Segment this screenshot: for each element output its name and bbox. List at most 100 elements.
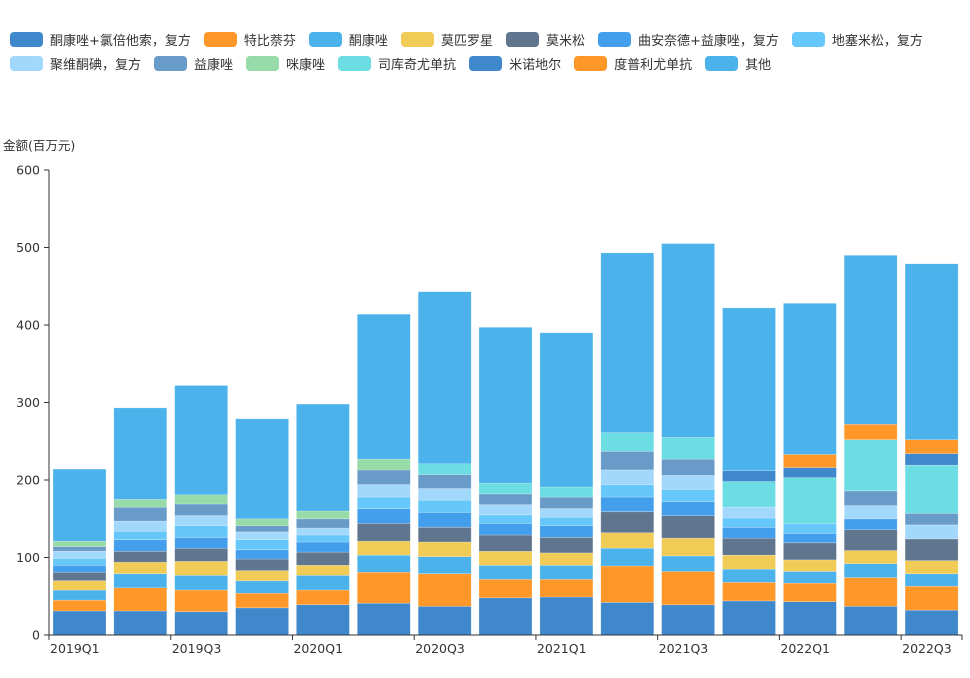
bar-segment[interactable] <box>478 564 533 580</box>
bar-segment[interactable] <box>356 554 411 573</box>
bar-segment[interactable] <box>843 505 898 520</box>
bar-segment[interactable] <box>417 474 472 489</box>
bar-segment[interactable] <box>417 605 472 636</box>
bar-segment[interactable] <box>722 307 776 471</box>
bar-segment[interactable] <box>722 506 776 519</box>
legend-item[interactable]: 莫米松 <box>505 31 585 49</box>
bar-segment[interactable] <box>296 527 350 536</box>
bar-segment[interactable] <box>904 512 959 526</box>
bar-segment[interactable] <box>52 550 107 559</box>
bar-segment[interactable] <box>113 520 168 532</box>
bar-segment[interactable] <box>904 464 959 514</box>
legend-item[interactable]: 咪康唑 <box>246 55 325 73</box>
bar-segment[interactable] <box>296 551 350 566</box>
bar-segment[interactable] <box>783 601 837 636</box>
bar-segment[interactable] <box>904 439 959 454</box>
bar-segment[interactable] <box>843 550 898 564</box>
bar-segment[interactable] <box>113 587 168 612</box>
legend-item[interactable]: 曲安奈德+益康唑，复方 <box>597 31 779 49</box>
bar-segment[interactable] <box>661 488 715 502</box>
bar-segment[interactable] <box>174 503 228 516</box>
bar-segment[interactable] <box>783 523 837 534</box>
bar-segment[interactable] <box>52 546 107 552</box>
bar-segment[interactable] <box>783 477 837 524</box>
bar-segment[interactable] <box>235 539 289 551</box>
bar-segment[interactable] <box>539 486 594 498</box>
bar-segment[interactable] <box>174 611 228 636</box>
bar-segment[interactable] <box>904 560 959 575</box>
legend-item[interactable]: 特比萘芬 <box>203 31 296 49</box>
bar-segment[interactable] <box>783 571 837 584</box>
legend-item[interactable]: 米诺地尔 <box>469 55 561 73</box>
bar-segment[interactable] <box>235 525 289 533</box>
bar-segment[interactable] <box>600 496 655 512</box>
bar-segment[interactable] <box>661 604 715 636</box>
bar-segment[interactable] <box>417 573 472 607</box>
bar-segment[interactable] <box>600 532 655 549</box>
bar-segment[interactable] <box>417 499 472 513</box>
bar-segment[interactable] <box>417 526 472 543</box>
bar-segment[interactable] <box>113 530 168 540</box>
bar-segment[interactable] <box>600 565 655 603</box>
bar-segment[interactable] <box>783 302 837 455</box>
bar-segment[interactable] <box>843 423 898 441</box>
bar-segment[interactable] <box>356 602 411 636</box>
bar-segment[interactable] <box>174 525 228 538</box>
bar-segment[interactable] <box>539 525 594 538</box>
bar-segment[interactable] <box>843 490 898 506</box>
bar-segment[interactable] <box>783 582 837 602</box>
bar-segment[interactable] <box>417 556 472 575</box>
bar-segment[interactable] <box>296 604 350 636</box>
bar-segment[interactable] <box>235 570 289 582</box>
bar-segment[interactable] <box>904 524 959 540</box>
bar-segment[interactable] <box>661 501 715 516</box>
bar-segment[interactable] <box>539 552 594 566</box>
bar-segment[interactable] <box>904 609 959 636</box>
bar-segment[interactable] <box>661 437 715 460</box>
bar-segment[interactable] <box>843 529 898 551</box>
bar-segment[interactable] <box>174 494 228 505</box>
bar-segment[interactable] <box>843 577 898 607</box>
bar-segment[interactable] <box>539 516 594 527</box>
bar-segment[interactable] <box>52 564 107 573</box>
bar-segment[interactable] <box>600 469 655 485</box>
bar-segment[interactable] <box>52 571 107 582</box>
bar-segment[interactable] <box>296 510 350 520</box>
bar-segment[interactable] <box>113 407 168 500</box>
bar-segment[interactable] <box>113 539 168 552</box>
legend-item[interactable]: 益康唑 <box>154 55 233 73</box>
bar-segment[interactable] <box>904 573 959 587</box>
bar-segment[interactable] <box>235 549 289 560</box>
bar-segment[interactable] <box>600 252 655 433</box>
bar-segment[interactable] <box>539 578 594 598</box>
bar-segment[interactable] <box>174 589 228 613</box>
bar-segment[interactable] <box>600 450 655 471</box>
bar-segment[interactable] <box>600 602 655 636</box>
bar-segment[interactable] <box>722 568 776 583</box>
bar-segment[interactable] <box>478 482 533 495</box>
bar-segment[interactable] <box>661 475 715 490</box>
bar-segment[interactable] <box>661 515 715 539</box>
bar-segment[interactable] <box>174 537 228 549</box>
bar-segment[interactable] <box>843 255 898 425</box>
bar-segment[interactable] <box>356 484 411 498</box>
legend-item[interactable]: 聚维酮碘，复方 <box>10 55 141 73</box>
bar-segment[interactable] <box>296 518 350 529</box>
legend-item[interactable]: 地塞米松，复方 <box>791 31 923 49</box>
bar-segment[interactable] <box>539 508 594 518</box>
bar-segment[interactable] <box>600 511 655 533</box>
bar-segment[interactable] <box>478 514 533 524</box>
bar-segment[interactable] <box>783 467 837 479</box>
bar-segment[interactable] <box>478 550 533 566</box>
bar-segment[interactable] <box>296 564 350 576</box>
bar-segment[interactable] <box>356 540 411 556</box>
legend-item[interactable]: 司库奇尤单抗 <box>338 55 456 73</box>
bar-segment[interactable] <box>843 439 898 492</box>
bar-segment[interactable] <box>113 506 168 522</box>
bar-segment[interactable] <box>661 243 715 438</box>
bar-segment[interactable] <box>52 540 107 547</box>
bar-segment[interactable] <box>783 559 837 572</box>
bar-segment[interactable] <box>843 605 898 636</box>
bar-segment[interactable] <box>600 432 655 452</box>
legend-item[interactable]: 其他 <box>705 55 771 73</box>
